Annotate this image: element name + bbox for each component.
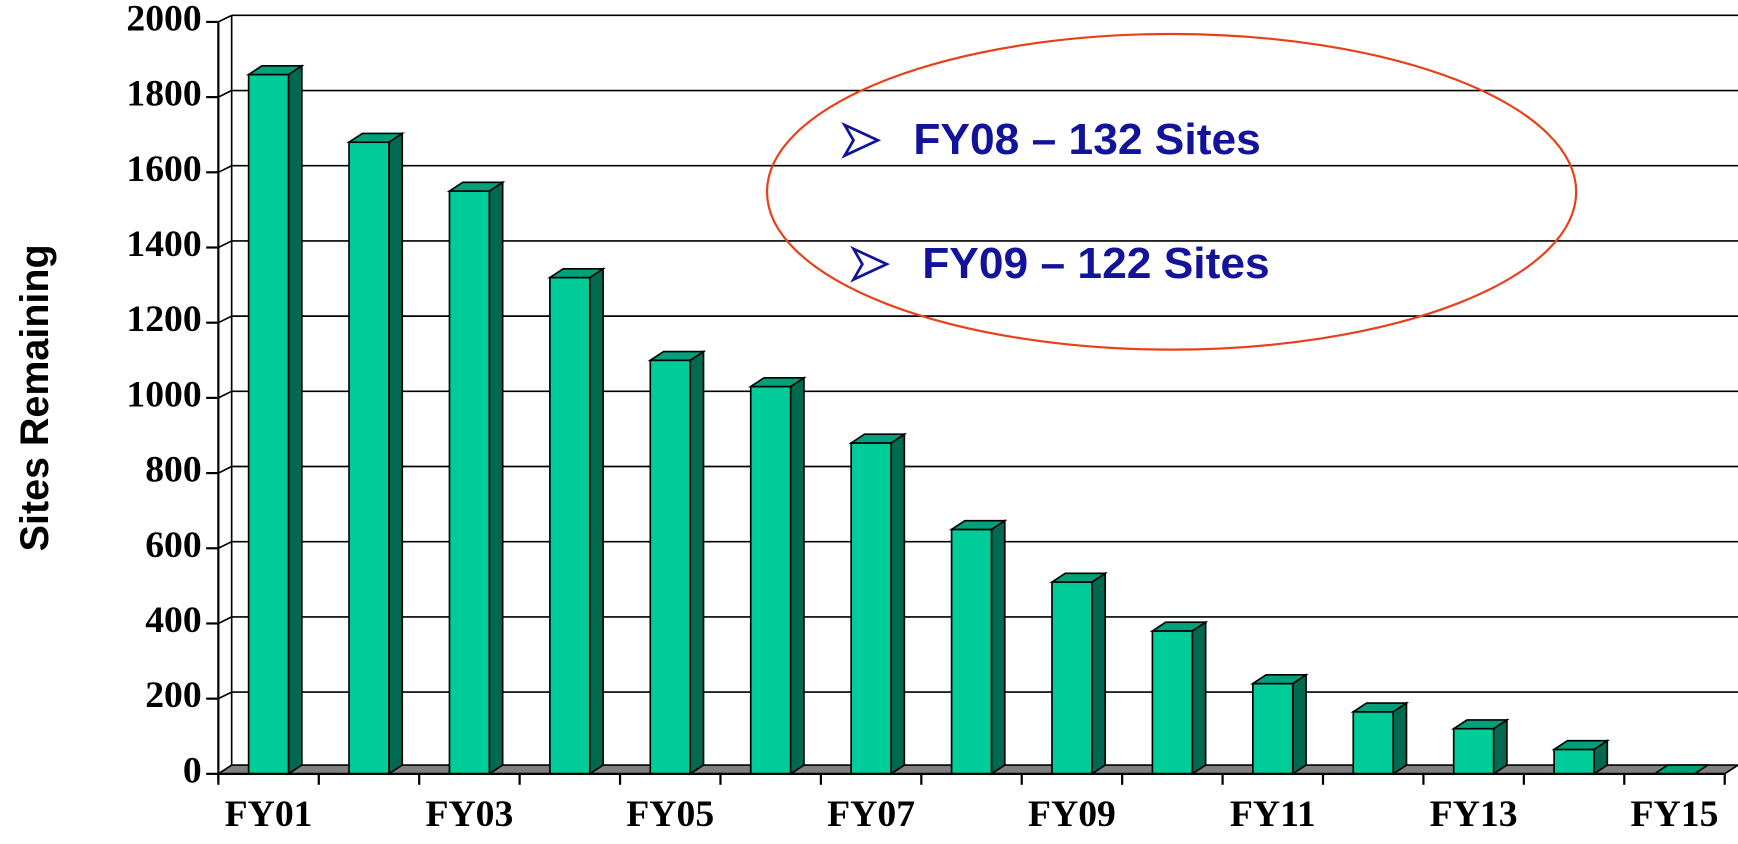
grid-line	[217, 540, 233, 550]
grid-line	[217, 164, 233, 174]
bar	[448, 190, 491, 775]
y-tick-label: 600	[145, 525, 202, 566]
bar-top	[1250, 674, 1309, 685]
bar-top	[446, 181, 506, 192]
y-axis-title: Sites Remaining	[13, 244, 57, 551]
bar-top	[1350, 702, 1410, 713]
y-tick-label: 2000	[126, 0, 201, 39]
bar	[1553, 748, 1595, 775]
bar-top	[245, 64, 305, 76]
bar-side	[1291, 673, 1307, 776]
x-tick-label: FY11	[1230, 794, 1316, 835]
x-tick-label: FY13	[1430, 794, 1518, 835]
grid-line	[217, 89, 233, 98]
bar-side	[890, 432, 906, 776]
bar	[348, 141, 390, 775]
bar	[1352, 710, 1395, 775]
bar	[649, 359, 692, 775]
y-tick-label: 0	[183, 751, 202, 792]
bar	[950, 528, 993, 775]
bar-top	[1450, 719, 1510, 730]
grid-line	[217, 465, 233, 474]
bar-side	[1091, 571, 1107, 776]
annotation: FY08 – 132 Sites	[913, 115, 1260, 164]
bar-top	[1049, 572, 1108, 583]
grid-line	[217, 691, 233, 700]
x-tick-label: FY05	[626, 794, 714, 835]
highlight-ellipse	[765, 32, 1578, 351]
grid-line	[217, 14, 233, 23]
bar-side	[990, 519, 1006, 776]
y-tick-label: 1200	[126, 299, 201, 340]
bar-top	[848, 433, 908, 444]
bar	[247, 73, 290, 775]
bar-side	[1392, 701, 1408, 776]
bar	[549, 276, 591, 775]
bar-side	[388, 131, 404, 776]
x-tick-label: FY09	[1028, 794, 1116, 835]
bar	[749, 385, 792, 775]
y-tick-label: 1800	[126, 74, 201, 115]
bar	[1151, 630, 1194, 775]
grid-line	[217, 315, 233, 324]
bar-top	[1149, 621, 1209, 632]
x-tick-label: FY03	[425, 794, 513, 835]
bar-side	[1191, 620, 1207, 776]
grid-line	[217, 390, 233, 399]
bar	[1452, 727, 1495, 775]
bullet-arrow	[850, 245, 891, 283]
bar-side	[287, 64, 303, 776]
bar-top	[547, 267, 606, 279]
bar-side	[689, 349, 705, 776]
bar-top	[647, 350, 707, 362]
x-tick-label: FY15	[1631, 794, 1719, 835]
y-tick-label: 1400	[126, 224, 201, 265]
x-tick-label: FY01	[225, 794, 313, 835]
bar-top	[1551, 739, 1611, 751]
bar	[1252, 682, 1294, 775]
grid-line	[217, 616, 233, 625]
annotation: FY09 – 122 Sites	[922, 239, 1269, 288]
y-tick-label: 800	[145, 450, 202, 491]
y-tick-label: 1600	[126, 149, 201, 190]
y-tick-label: 1000	[126, 375, 201, 416]
bar-side	[789, 376, 805, 776]
bar-side	[588, 267, 604, 776]
bar-top	[346, 132, 405, 144]
bar-top	[948, 519, 1008, 531]
y-tick-label: 400	[145, 600, 202, 641]
bar-top	[747, 377, 807, 388]
bar	[850, 442, 892, 775]
bullet-arrow	[841, 121, 882, 159]
grid-line	[217, 240, 233, 249]
y-tick-label: 200	[145, 675, 202, 716]
bar	[1051, 581, 1093, 775]
bar-side	[488, 180, 504, 776]
x-tick-label: FY07	[827, 794, 915, 835]
